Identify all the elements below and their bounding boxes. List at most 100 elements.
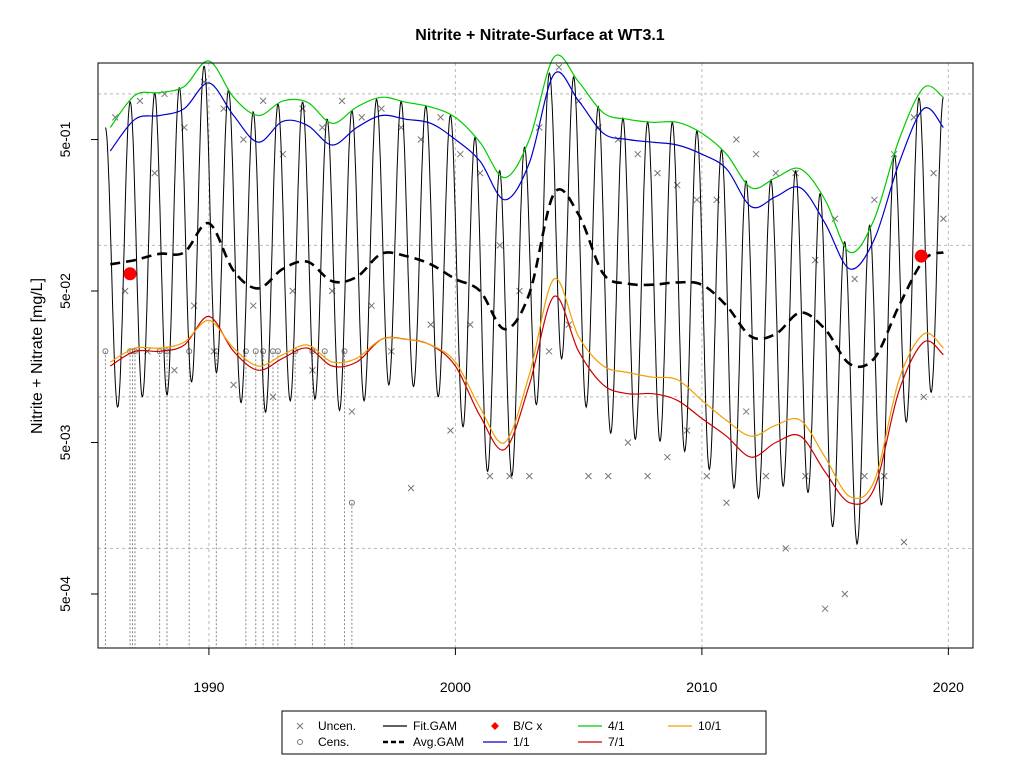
legend-marker [297,739,303,745]
uncensored-point [456,150,464,158]
censored-guides [104,351,353,648]
series-4-1-line [109,54,944,254]
legend-label: Uncen. [318,719,356,733]
x-tick-label: 2000 [440,679,471,695]
uncensored-point [358,114,366,121]
uncensored-point [772,169,780,177]
uncensored-point [299,105,306,112]
uncensored-point [111,114,119,121]
uncensored-point [752,150,760,158]
bc-point [123,267,137,281]
y-tick-label: 5e-03 [57,424,73,460]
uncensored-point [782,545,790,552]
uncensored-point [614,136,622,143]
uncensored-point [269,393,277,401]
uncensored-point [136,97,144,105]
series-1-1-line [109,71,944,270]
chart-title: Nitrite + Nitrate-Surface at WT3.1 [415,27,665,44]
legend-item: Avg.GAM [383,735,464,749]
censored-point [102,348,109,355]
y-tick-label: 5e-04 [57,576,73,612]
uncensored-point [437,114,444,121]
uncensored-point [525,472,533,480]
y-tick-label: 5e-02 [57,273,73,309]
y-tick-label: 5e-01 [57,121,73,157]
uncensored-point [673,181,681,189]
uncensored-point [220,105,228,112]
bc-points [123,249,928,281]
uncensored-point [249,302,257,310]
uncensored-point [496,242,504,249]
legend-box [281,710,767,755]
censored-point [242,348,249,355]
censored-point [260,348,267,355]
uncensored-point [762,472,770,480]
uncensored-point [811,256,819,264]
y-axis-label: Nitrite + Nitrate [mg/L] [29,278,46,434]
censored-point [252,348,259,355]
bc-point [914,249,928,263]
legend-label: 4/1 [608,719,625,733]
uncensored-point [545,347,553,355]
uncensored-point [851,275,859,283]
legend-label: 1/1 [513,735,530,749]
x-tick-label: 1990 [193,679,224,695]
uncensored-point [318,124,326,131]
uncensored-point [368,302,375,310]
uncensored-point [516,287,523,295]
uncensored-point [742,408,750,415]
legend-item: 10/1 [668,719,722,733]
uncensored-point [940,215,947,223]
uncensored-point [624,439,632,446]
uncensored-point [900,538,908,546]
uncensored-point [664,453,671,461]
uncensored-point [634,150,642,158]
uncensored-point [733,136,740,143]
legend-item: B/C x [491,719,542,733]
uncensored-point [792,169,799,177]
uncensored-point [259,97,267,105]
x-axis: 1990 2000 2010 2020 [193,647,964,695]
legend-item: Cens. [297,735,349,749]
uncensored-point [151,169,159,177]
uncensored-point [693,196,701,204]
legend-item: 4/1 [578,719,625,733]
legend-item: 1/1 [483,735,530,749]
series-7-1-line [109,295,944,505]
series-10-1-line [109,278,944,500]
legend-item: 7/1 [578,735,625,749]
legend-item: Fit.GAM [383,719,457,733]
uncensored-point [171,366,178,374]
censored-point [274,348,281,355]
uncensored-point [723,499,730,507]
legend: Uncen. Cens. Fit.GAM Avg.GAM B/C x 1/1 4/1 7/1 1… [281,710,767,755]
series-avg-gam-line [110,188,944,369]
censored-point [348,499,355,506]
uncensored-point [585,472,592,480]
uncensored-point [338,97,346,105]
censored-point [309,348,316,355]
uncensored-point [240,136,247,143]
uncensored-point [841,590,849,598]
uncensored-point [447,427,454,434]
uncensored-point [654,169,661,177]
series-lines [109,54,944,505]
legend-label: B/C x [513,719,542,733]
uncensored-point [821,605,829,613]
plot-frame [97,62,974,649]
uncensored-point [871,196,878,204]
censored-point [321,348,328,355]
legend-marker [491,722,499,730]
uncensored-point [703,472,711,480]
x-tick-label: 2010 [686,679,717,695]
legend-item: Uncen. [296,719,356,733]
uncensored-point [348,408,356,415]
uncensored-point [190,302,198,310]
uncensored-point [427,321,435,328]
uncensored-point [920,393,928,401]
uncensored-point [802,472,809,480]
legend-label: 10/1 [698,719,722,733]
uncensored-point [555,63,563,71]
x-tick-label: 2020 [933,679,964,695]
